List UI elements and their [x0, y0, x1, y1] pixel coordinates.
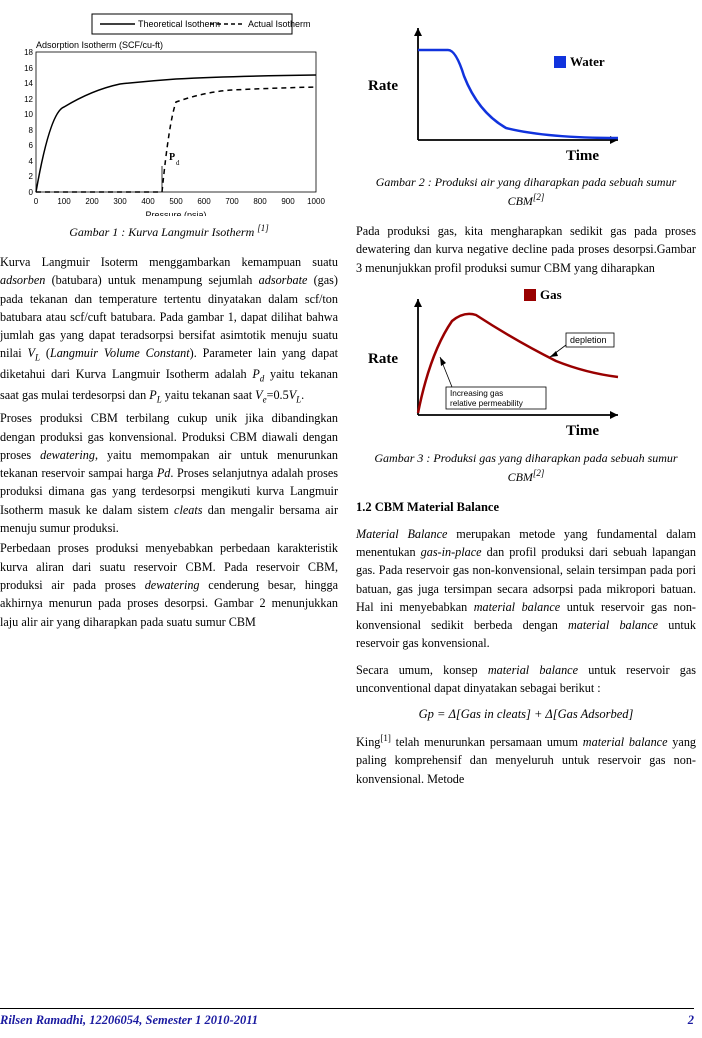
footer-author: Rilsen Ramadhi, 12206054, Semester 1 201…	[0, 1011, 258, 1030]
right-para-3: Secara umum, konsep material balance unt…	[356, 661, 696, 698]
fig2-xlabel: Time	[566, 148, 599, 164]
fig3-ylabel: Rate	[368, 351, 398, 367]
figure-2: Rate Time Water	[356, 12, 696, 167]
svg-text:1000: 1000	[307, 197, 325, 206]
x-axis-label: Pressure (psia)	[145, 210, 206, 216]
svg-text:800: 800	[253, 197, 267, 206]
svg-text:300: 300	[113, 197, 127, 206]
svg-text:400: 400	[141, 197, 155, 206]
right-para-2: Material Balance merupakan metode yang f…	[356, 525, 696, 653]
svg-text:16: 16	[24, 64, 33, 73]
figure-2-ref: [2]	[533, 192, 545, 202]
svg-text:4: 4	[29, 157, 34, 166]
svg-text:100: 100	[57, 197, 71, 206]
fig2-ylabel: Rate	[368, 78, 398, 94]
svg-text:2: 2	[29, 172, 34, 181]
figure-3-caption: Gambar 3 : Produksi gas yang diharapkan …	[356, 449, 696, 486]
fig3-annot-relperm-l2: relative permeability	[450, 399, 524, 408]
svg-text:12: 12	[24, 95, 33, 104]
legend-theoretical: Theoretical Isotherm	[138, 19, 220, 29]
figure-1: Theoretical Isotherm Actual Isotherm Ads…	[0, 12, 338, 216]
material-balance-equation: Gp = Δ[Gas in cleats] + Δ[Gas Adsorbed]	[356, 705, 696, 724]
figure-2-caption-text: Gambar 2 : Produksi air yang diharapkan …	[376, 175, 677, 208]
svg-text:500: 500	[169, 197, 183, 206]
right-para-4: King[1] telah menurunkan persamaan umum …	[356, 732, 696, 788]
svg-text:0: 0	[34, 197, 39, 206]
left-para-1: Kurva Langmuir Isoterm menggambarkan kem…	[0, 253, 338, 407]
figure-3: Rate Time Gas depletion Increasing gas r…	[356, 283, 696, 443]
svg-text:8: 8	[29, 126, 34, 135]
footer-page-number: 2	[688, 1011, 694, 1030]
right-para-1: Pada produksi gas, kita mengharapkan sed…	[356, 222, 696, 277]
svg-text:18: 18	[24, 48, 33, 57]
fig3-xlabel: Time	[566, 423, 599, 439]
section-1-2-heading: 1.2 CBM Material Balance	[356, 498, 696, 517]
svg-text:600: 600	[197, 197, 211, 206]
svg-text:6: 6	[29, 141, 34, 150]
two-column-layout: Theoretical Isotherm Actual Isotherm Ads…	[0, 0, 702, 970]
svg-text:900: 900	[281, 197, 295, 206]
page-footer: Rilsen Ramadhi, 12206054, Semester 1 201…	[0, 1008, 702, 1030]
gas-rate-chart: Rate Time Gas depletion Increasing gas r…	[356, 283, 636, 443]
svg-text:0: 0	[29, 188, 34, 197]
langmuir-chart: Theoretical Isotherm Actual Isotherm Ads…	[0, 12, 330, 216]
left-para-2: Proses produksi CBM terbilang cukup unik…	[0, 409, 338, 537]
legend-actual: Actual Isotherm	[248, 19, 311, 29]
figure-3-ref: [2]	[533, 468, 545, 478]
svg-text:700: 700	[225, 197, 239, 206]
fig2-legend: Water	[570, 54, 605, 69]
svg-text:d: d	[176, 159, 180, 167]
fig3-legend: Gas	[540, 287, 562, 302]
fig3-annot-relperm-l1: Increasing gas	[450, 389, 503, 398]
figure-1-caption-text: Gambar 1 : Kurva Langmuir Isotherm	[69, 225, 254, 239]
water-rate-chart: Rate Time Water	[356, 12, 636, 167]
right-column: Rate Time Water Gambar 2 : Produksi air …	[356, 12, 696, 970]
figure-1-caption: Gambar 1 : Kurva Langmuir Isotherm [1]	[0, 222, 338, 241]
fig3-annot-depletion: depletion	[570, 335, 607, 345]
svg-text:200: 200	[85, 197, 99, 206]
left-column: Theoretical Isotherm Actual Isotherm Ads…	[0, 12, 338, 970]
svg-text:P: P	[169, 152, 175, 163]
chart-title: Adsorption Isotherm (SCF/cu-ft)	[36, 40, 163, 50]
left-para-3: Perbedaan proses produksi menyebabkan pe…	[0, 539, 338, 630]
footer-rule	[0, 1008, 694, 1009]
svg-text:14: 14	[24, 79, 33, 88]
figure-1-ref: [1]	[257, 223, 269, 233]
figure-3-caption-text: Gambar 3 : Produksi gas yang diharapkan …	[374, 451, 677, 484]
figure-2-caption: Gambar 2 : Produksi air yang diharapkan …	[356, 173, 696, 210]
svg-text:10: 10	[24, 110, 33, 119]
